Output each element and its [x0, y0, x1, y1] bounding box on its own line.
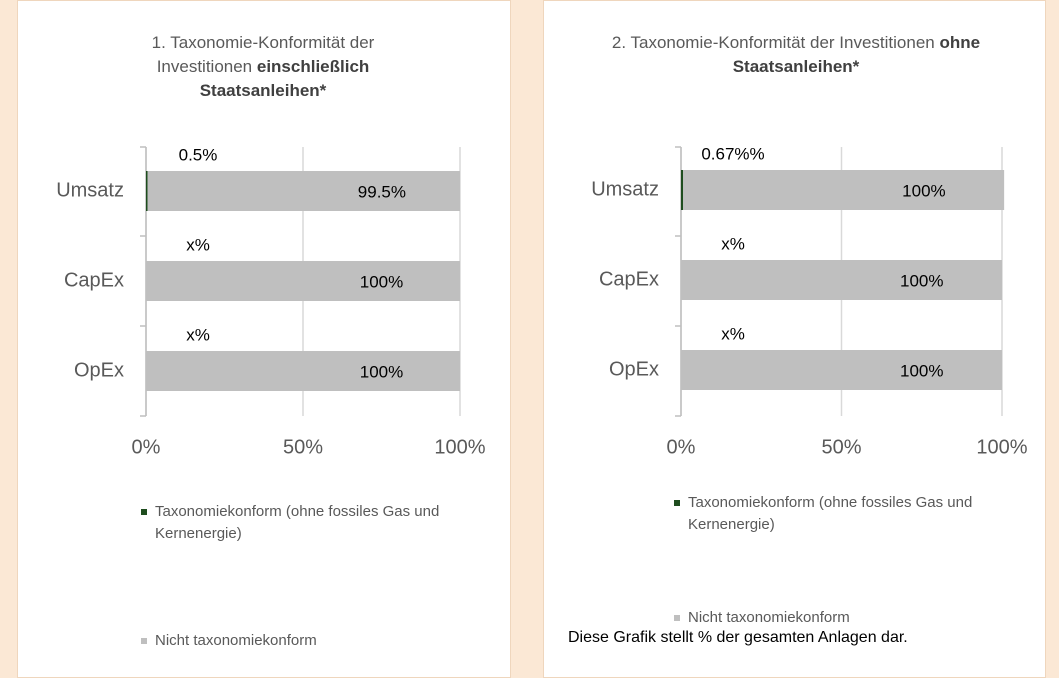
x-tick-label: 0%: [667, 436, 696, 458]
legend-swatch: [141, 509, 147, 515]
data-label: x%: [186, 325, 210, 344]
chart-panel: 2. Taxonomie-Konformität der Investition…: [543, 0, 1046, 678]
y-tick-label: OpEx: [609, 358, 659, 380]
data-label: 100%: [900, 361, 943, 380]
title-text: 2. Taxonomie-Konformität der Investition…: [611, 33, 935, 52]
x-tick-label: 100%: [434, 436, 485, 458]
bar: [146, 351, 460, 391]
data-label: 100%: [900, 271, 943, 290]
data-label: 100%: [902, 181, 945, 200]
bar: [683, 170, 1005, 210]
chart-panel: 1. Taxonomie-Konformität der Investition…: [17, 0, 511, 678]
legend-label: Nicht taxonomiekonform: [155, 632, 317, 649]
legend-item: Nicht taxonomiekonform: [141, 630, 495, 652]
bar: [681, 260, 1002, 300]
legend-item: Taxonomiekonform (ohne fossiles Gas und …: [674, 492, 1028, 536]
data-label: 0.5%: [179, 145, 218, 164]
bar: [146, 171, 148, 211]
data-label: 100%: [360, 272, 403, 291]
legend-swatch: [141, 638, 147, 644]
data-label: x%: [721, 234, 745, 253]
chart: 0% 50% 100% Umsatz 0.67%% 100% CapEx x% 100% OpEx…: [591, 144, 1028, 458]
x-tick-label: 100%: [976, 436, 1027, 458]
x-tick-label: 50%: [821, 436, 861, 458]
data-label: x%: [186, 235, 210, 254]
y-tick-label: Umsatz: [591, 178, 659, 200]
bar: [681, 350, 1002, 390]
legend-swatch: [674, 500, 680, 506]
data-label: 100%: [360, 362, 403, 381]
x-tick-label: 50%: [283, 436, 323, 458]
y-tick-label: CapEx: [64, 269, 124, 291]
legend-label: Nicht taxonomiekonform: [688, 609, 850, 626]
data-label: 0.67%%: [701, 144, 764, 163]
legend-swatch: [674, 615, 680, 621]
y-tick-label: Umsatz: [56, 179, 124, 201]
title-bold: ohne Staatsanleihen*: [732, 33, 981, 76]
chart-title: 2. Taxonomie-Konformität der Investition…: [596, 31, 996, 79]
data-label: x%: [721, 324, 745, 343]
chart-title: 1. Taxonomie-Konformität der Investition…: [118, 31, 408, 103]
data-label: 99.5%: [358, 182, 406, 201]
chart: 0% 50% 100% Umsatz 0.5% 99.5% CapEx x% 100% OpEx x…: [56, 145, 486, 458]
bar: [146, 261, 460, 301]
title-bold: einschließlich Staatsanleihen*: [199, 57, 370, 100]
legend-item: Nicht taxonomiekonform: [674, 607, 1028, 629]
bar: [681, 170, 684, 210]
bar: [147, 171, 460, 211]
x-tick-label: 0%: [132, 436, 161, 458]
y-tick-label: OpEx: [74, 359, 124, 381]
y-tick-label: CapEx: [599, 268, 659, 290]
footnote: Diese Grafik stellt % der gesamten Anlag…: [568, 629, 908, 646]
legend-label: Taxonomiekonform (ohne fossiles Gas und …: [155, 503, 440, 542]
legend-item: Taxonomiekonform (ohne fossiles Gas und …: [141, 501, 495, 545]
legend-label: Taxonomiekonform (ohne fossiles Gas und …: [688, 494, 973, 533]
title-text: 1. Taxonomie-Konformität der Investition…: [151, 33, 375, 76]
